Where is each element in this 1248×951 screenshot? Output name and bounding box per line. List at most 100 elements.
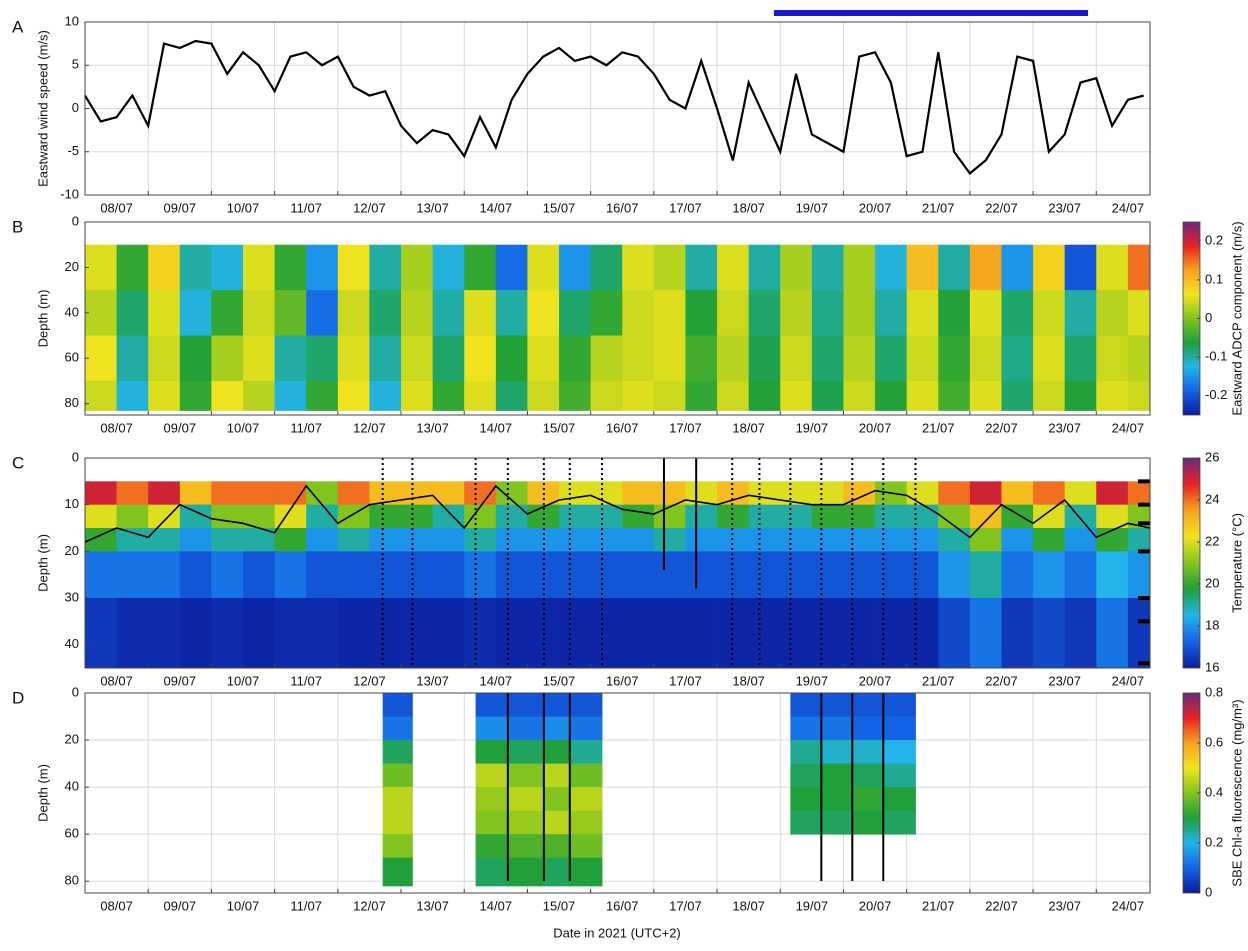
x-tick-label: 24/07 (1112, 673, 1145, 688)
colorbar-tick-label: 16 (1205, 659, 1219, 674)
heat-cell (569, 834, 603, 859)
heat-cell (543, 693, 571, 717)
heat-cell (748, 380, 781, 411)
heat-cell (382, 810, 413, 835)
heat-cell (1033, 244, 1066, 291)
heat-cell (432, 528, 465, 552)
x-tick-label: 11/07 (290, 200, 322, 215)
heat-cell (495, 598, 528, 669)
heat-cell (883, 693, 916, 717)
heat-cell (843, 244, 876, 291)
x-tick-label: 20/07 (859, 200, 892, 215)
heat-cell (1096, 481, 1129, 506)
heat-cell (938, 380, 971, 411)
heat-cell (685, 598, 718, 669)
panel-label: A (12, 17, 24, 36)
heat-cell (569, 693, 603, 717)
colorbar-tick-label: 20 (1205, 575, 1219, 590)
x-tick-label: 15/07 (543, 420, 576, 435)
heat-cell (464, 481, 497, 506)
heat-cell (653, 335, 686, 382)
heat-cell (622, 244, 655, 291)
heat-cell (1001, 380, 1034, 411)
heat-cell (527, 244, 560, 291)
heat-cell (969, 504, 1002, 529)
heat-cell (274, 290, 307, 336)
heat-cell (1064, 481, 1097, 506)
y-tick-label: 40 (65, 779, 79, 794)
heat-cell (883, 740, 916, 764)
heat-cell (211, 335, 244, 382)
heat-cell (116, 244, 149, 291)
heat-cell (559, 551, 592, 599)
y-tick-label: 0 (72, 449, 79, 464)
heat-cell (875, 244, 908, 291)
x-tick-label: 21/07 (922, 898, 955, 913)
heat-cell (969, 335, 1002, 382)
heat-cell (852, 693, 884, 717)
x-tick-label: 17/07 (669, 200, 702, 215)
heat-cell (883, 716, 916, 741)
heat-cell (475, 763, 509, 788)
heat-cell (382, 740, 413, 764)
colorbar-tick-label: 26 (1205, 449, 1219, 464)
heat-cell (382, 763, 413, 788)
x-tick-label: 09/07 (164, 420, 197, 435)
y-tick-label: 10 (65, 13, 79, 28)
heat-cell (790, 693, 822, 717)
colorbar-tick-label: 0.2 (1205, 233, 1223, 248)
heat-cell (401, 380, 434, 411)
heat-cell (1064, 380, 1097, 411)
heat-cell (811, 335, 844, 382)
heat-cell (811, 551, 844, 599)
heat-cell (1064, 551, 1097, 599)
heat-cell (748, 528, 781, 552)
x-tick-label: 14/07 (480, 200, 513, 215)
heat-cell (938, 551, 971, 599)
heat-cell (401, 598, 434, 669)
heat-cell (211, 244, 244, 291)
heat-cell (179, 335, 212, 382)
heat-cell (1001, 598, 1034, 669)
heat-cell (179, 504, 212, 529)
x-tick-label: 22/07 (985, 673, 1018, 688)
heat-cell (852, 763, 884, 788)
heat-cell (507, 857, 545, 887)
heat-cell (432, 380, 465, 411)
heat-cell (653, 528, 686, 552)
heat-cell (1001, 244, 1034, 291)
heat-cell (179, 244, 212, 291)
heat-cell (1127, 551, 1151, 599)
x-tick-label: 23/07 (1048, 200, 1081, 215)
y-tick-label: 20 (65, 731, 79, 746)
wind-line (84, 39, 1144, 175)
heat-cell (685, 244, 718, 291)
heat-cell (306, 244, 339, 291)
heat-cell (1096, 380, 1129, 411)
heat-cell (1096, 244, 1129, 291)
heat-cell (382, 693, 413, 717)
heat-cell (685, 504, 718, 529)
heat-cell (906, 551, 939, 599)
heat-cell (780, 504, 813, 529)
heat-cell (211, 380, 244, 411)
heat-cell (274, 598, 307, 669)
x-tick-label: 08/07 (100, 898, 133, 913)
heat-cell (382, 716, 413, 741)
heat-cell (938, 481, 971, 506)
heat-cell (464, 551, 497, 599)
x-tick-label: 09/07 (164, 673, 197, 688)
heat-cell (821, 787, 853, 812)
x-tick-label: 18/07 (732, 200, 765, 215)
heat-cell (938, 290, 971, 336)
heat-cell (507, 763, 545, 788)
heat-cell (559, 598, 592, 669)
heat-cell (748, 290, 781, 336)
heat-cell (1127, 380, 1151, 411)
y-tick-label: 0 (72, 684, 79, 699)
heat-cell (622, 290, 655, 336)
heat-cell (475, 740, 509, 764)
heat-cell (821, 693, 853, 717)
heat-cell (116, 528, 149, 552)
heat-cell (116, 290, 149, 336)
